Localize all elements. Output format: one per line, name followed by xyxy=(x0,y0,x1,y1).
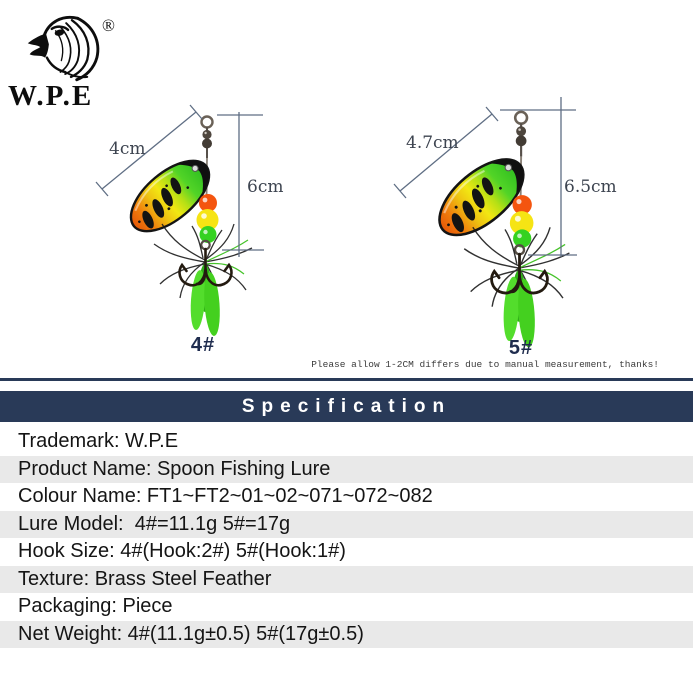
spec-row-product-name: Product Name: Spoon Fishing Lure xyxy=(0,455,693,483)
lure-number-label-4: 4# xyxy=(190,334,216,356)
spec-divider-line xyxy=(0,378,693,381)
length-label-4: 6cm xyxy=(247,177,284,197)
spec-header: Specification xyxy=(0,391,693,422)
spec-row-colour-name: Colour Name: FT1~FT2~01~02~071~072~082 xyxy=(0,483,693,511)
eagle-icon xyxy=(27,15,100,82)
spec-row-lure-model: Lure Model: 4#=11.1g 5#=17g xyxy=(0,510,693,538)
spec-row-texture: Texture: Brass Steel Feather xyxy=(0,565,693,593)
spec-table: Trademark: W.P.E Product Name: Spoon Fis… xyxy=(0,428,693,648)
brand-logo: ® W.P.E xyxy=(8,8,148,118)
measurement-disclaimer: Please allow 1-2CM differs due to manual… xyxy=(311,359,659,370)
length-label-5: 6.5cm xyxy=(564,177,617,197)
brand-name: W.P.E xyxy=(8,80,94,112)
registered-trademark-symbol: ® xyxy=(102,16,115,35)
spec-title: Specification xyxy=(241,395,452,417)
spec-row-trademark: Trademark: W.P.E xyxy=(0,428,693,456)
lure-number-label-5: 5# xyxy=(508,337,534,359)
spec-row-hook-size: Hook Size: 4#(Hook:2#) 5#(Hook:1#) xyxy=(0,538,693,566)
spec-row-packaging: Packaging: Piece xyxy=(0,593,693,621)
spec-row-net-weight: Net Weight: 4#(11.1g±0.5) 5#(17g±0.5) xyxy=(0,620,693,648)
blade-size-label-4: 4cm xyxy=(109,139,146,159)
blade-size-label-5: 4.7cm xyxy=(406,133,459,153)
